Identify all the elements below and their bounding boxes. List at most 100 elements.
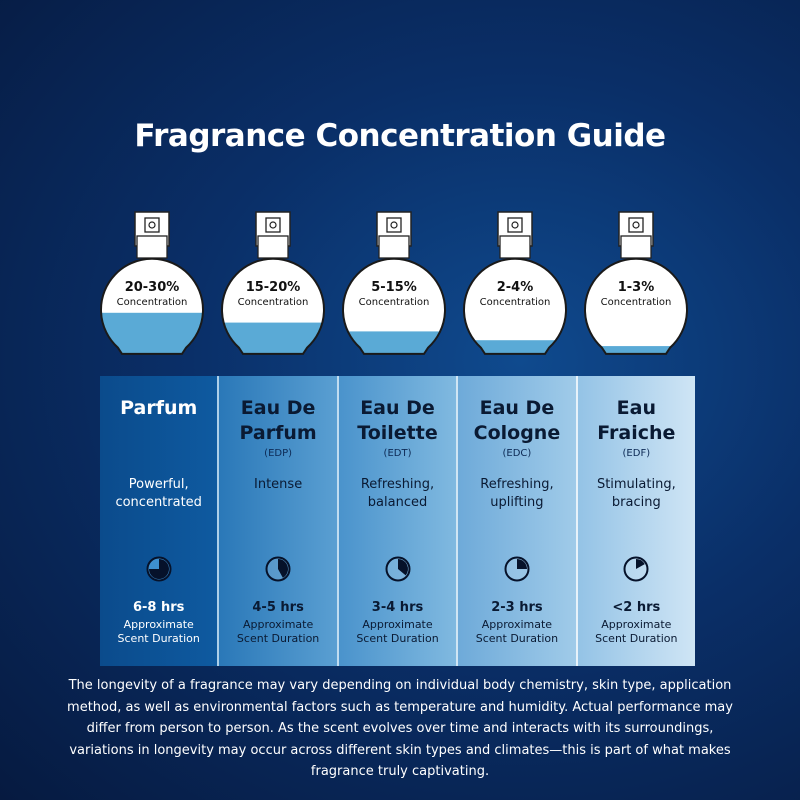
duration-hours: <2 hrs: [612, 600, 661, 615]
liquid-level: [222, 322, 324, 354]
label-line: Scent Duration: [595, 632, 678, 645]
concentration-label: Concentration: [359, 297, 430, 308]
description: Stimulating, bracing: [578, 476, 695, 512]
label-line: Approximate: [481, 618, 553, 631]
name-line: Toilette: [357, 422, 438, 444]
bottle-outline: [463, 257, 567, 355]
spray-nozzle: [386, 217, 402, 233]
name-line: Parfum: [239, 422, 317, 444]
name-line: Parfum: [120, 397, 198, 419]
liquid-level: [343, 331, 445, 354]
concentration-label: Concentration: [238, 297, 309, 308]
duration-label: Approximate Scent Duration: [219, 618, 336, 646]
column-0: Parfum Powerful, concentrated 6-8 hrs Approx…: [100, 376, 218, 666]
bottle-neck: [257, 235, 289, 259]
concentration-label: Concentration: [601, 297, 672, 308]
concentration-percent: 1-3%: [618, 280, 655, 295]
fragrance-name: Eau Fraiche: [578, 396, 695, 446]
abbreviation: (EDF): [622, 448, 651, 459]
bottle-body: [464, 258, 567, 354]
clock-icon: [623, 556, 649, 582]
nozzle-hole: [390, 221, 398, 229]
disclaimer-text: The longevity of a fragrance may vary de…: [67, 678, 733, 779]
nozzle-hole: [632, 221, 640, 229]
clock-sector: [278, 559, 289, 578]
nozzle-hole: [511, 221, 519, 229]
clock-icon: [146, 556, 172, 582]
perfume-bottle: 15-20% Concentration: [221, 211, 325, 355]
column-4: Eau Fraiche (EDF) Stimulating, bracing <2 hrs…: [575, 376, 696, 666]
name-line: Cologne: [473, 422, 561, 444]
description: Refreshing, balanced: [339, 476, 456, 512]
concentration-percent: 20-30%: [125, 280, 180, 295]
label-line: Scent Duration: [475, 632, 559, 645]
concentration-percent: 2-4%: [497, 280, 534, 295]
perfume-bottle: 20-30% Concentration: [100, 211, 204, 355]
bottle-body: [343, 258, 446, 354]
desc-line: uplifting: [490, 495, 544, 510]
name-line: Eau De: [479, 397, 555, 419]
desc-line: bracing: [611, 495, 661, 510]
nozzle-hole: [148, 221, 156, 229]
page-title: Fragrance Concentration Guide: [134, 118, 666, 154]
bottle-outline: [342, 257, 446, 355]
description: Powerful, concentrated: [100, 476, 217, 512]
perfume-bottle: 2-4% Concentration: [463, 211, 567, 355]
description: Intense: [219, 476, 336, 494]
concentration-label: Concentration: [480, 297, 551, 308]
desc-line: Stimulating,: [596, 477, 676, 492]
bottle-neck: [136, 235, 168, 259]
desc-line: Refreshing,: [480, 477, 554, 492]
duration-label: Approximate Scent Duration: [458, 618, 575, 646]
label-line: Approximate: [601, 618, 672, 631]
bottle-outline: [221, 257, 325, 355]
fragrance-name: Parfum: [100, 396, 217, 421]
concentration-label: Concentration: [117, 297, 188, 308]
clock-sector: [636, 559, 646, 569]
duration-hours: 3-4 hrs: [371, 600, 424, 615]
concentration-percent: 15-20%: [246, 280, 301, 295]
duration-hours: 4-5 hrs: [252, 600, 304, 615]
bottles-row: 20-30%Concentration15-20%Concentration5-…: [100, 211, 688, 355]
desc-line: Intense: [254, 477, 303, 492]
concentration-columns: Parfum Powerful, concentrated 6-8 hrs Approx…: [100, 376, 696, 666]
duration-label: Approximate Scent Duration: [100, 618, 217, 646]
name-line: Eau De: [360, 397, 435, 419]
name-line: Fraiche: [597, 422, 676, 444]
bottle-neck: [499, 235, 531, 259]
duration-hours: 2-3 hrs: [491, 600, 543, 615]
bottle-neck: [378, 235, 410, 259]
duration-label: Approximate Scent Duration: [339, 618, 456, 646]
label-line: Scent Duration: [236, 632, 320, 645]
spray-nozzle: [265, 217, 281, 233]
clock-sector: [148, 559, 169, 579]
liquid-level: [101, 312, 203, 354]
concentration-percent: 5-15%: [371, 280, 417, 295]
perfume-bottle: 5-15% Concentration: [342, 211, 446, 355]
clock-icon: [265, 556, 291, 582]
label-line: Scent Duration: [356, 632, 439, 645]
label-line: Scent Duration: [117, 632, 200, 645]
bottle-body: [585, 258, 687, 354]
abbreviation: (EDP): [264, 448, 293, 459]
column-2: Eau De Toilette (EDT) Refreshing, balanced 3-…: [336, 376, 457, 666]
spray-nozzle: [628, 217, 644, 233]
name-line: Eau: [616, 397, 656, 419]
desc-line: concentrated: [115, 495, 202, 510]
bottle-neck: [620, 235, 652, 259]
bottle-outline: [584, 257, 688, 355]
fragrance-name: Eau De Toilette: [339, 396, 456, 446]
liquid-level: [585, 346, 687, 354]
duration-label: Approximate Scent Duration: [578, 618, 695, 646]
clock-icon: [385, 556, 411, 582]
abbreviation: (EDC): [502, 448, 532, 459]
column-3: Eau De Cologne (EDC) Refreshing, uplifting 2-…: [456, 376, 576, 666]
spray-nozzle: [144, 217, 160, 233]
perfume-bottle: 1-3% Concentration: [584, 211, 688, 355]
clock-icon: [504, 556, 530, 582]
abbreviation: (EDT): [383, 448, 412, 459]
desc-line: balanced: [367, 495, 428, 510]
label-line: Approximate: [362, 618, 433, 631]
spray-nozzle: [507, 217, 523, 233]
fragrance-name: Eau De Parfum: [219, 396, 336, 446]
